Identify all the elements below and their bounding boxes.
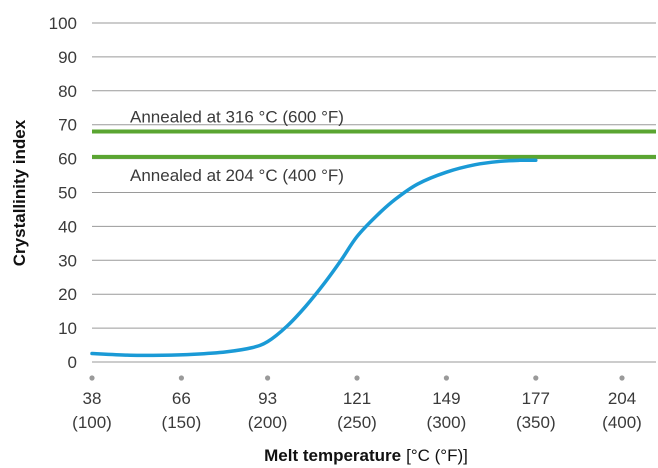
x-tick-dot-93 bbox=[265, 375, 271, 381]
y-axis-title: Crystallinity index bbox=[10, 119, 29, 266]
x-tick-dot-121 bbox=[354, 375, 360, 381]
reference-line-label-2: Annealed at 204 °C (400 °F) bbox=[130, 166, 344, 185]
reference-line-label-1: Annealed at 316 °C (600 °F) bbox=[130, 107, 344, 126]
y-tick-label-10: 10 bbox=[58, 319, 77, 338]
x-tick-sublabel-149: (300) bbox=[427, 413, 467, 432]
y-tick-label-30: 30 bbox=[58, 251, 77, 270]
x-tick-sublabel-66: (150) bbox=[162, 413, 202, 432]
x-tick-label-149: 149 bbox=[432, 389, 460, 408]
x-tick-dot-149 bbox=[443, 375, 449, 381]
series-line-1 bbox=[90, 158, 538, 358]
y-tick-label-0: 0 bbox=[68, 353, 77, 372]
x-tick-label-93: 93 bbox=[258, 389, 277, 408]
x-tick-sublabel-177: (350) bbox=[516, 413, 556, 432]
y-tick-label-40: 40 bbox=[58, 217, 77, 236]
y-tick-label-20: 20 bbox=[58, 285, 77, 304]
x-tick-label-66: 66 bbox=[172, 389, 191, 408]
x-axis-ticks: 38 (100) 66 (150) 93 (200) 121 (250) 149 (300) 177… bbox=[72, 375, 642, 432]
y-tick-label-70: 70 bbox=[58, 116, 77, 135]
x-tick-sublabel-93: (200) bbox=[248, 413, 288, 432]
x-tick-dot-66 bbox=[178, 375, 184, 381]
x-tick-dot-204 bbox=[619, 375, 625, 381]
x-tick-label-177: 177 bbox=[522, 389, 550, 408]
y-tick-label-50: 50 bbox=[58, 184, 77, 203]
x-axis-title-main: Melt temperature bbox=[264, 446, 401, 465]
x-tick-label-38: 38 bbox=[83, 389, 102, 408]
gridlines bbox=[92, 22, 656, 363]
x-tick-dot-38 bbox=[89, 375, 95, 381]
x-tick-sublabel-204: (400) bbox=[602, 413, 642, 432]
x-tick-label-121: 121 bbox=[343, 389, 371, 408]
x-tick-sublabel-38: (100) bbox=[72, 413, 112, 432]
x-tick-label-204: 204 bbox=[608, 389, 636, 408]
y-tick-label-60: 60 bbox=[58, 150, 77, 169]
y-tick-label-80: 80 bbox=[58, 82, 77, 101]
x-axis-title-unit: [°C (°F)] bbox=[406, 446, 468, 465]
x-tick-dot-177 bbox=[533, 375, 539, 381]
y-tick-label-90: 90 bbox=[58, 48, 77, 67]
reference-lines: Annealed at 316 °C (600 °F) Annealed at 2… bbox=[92, 107, 656, 185]
x-axis-title: Melt temperature [°C (°F)] bbox=[264, 446, 468, 465]
y-tick-label-100: 100 bbox=[49, 14, 77, 33]
y-axis-ticks: 0 10 20 30 40 50 60 70 80 90 100 bbox=[49, 14, 77, 372]
x-tick-sublabel-121: (250) bbox=[337, 413, 377, 432]
series-layer bbox=[90, 158, 538, 358]
